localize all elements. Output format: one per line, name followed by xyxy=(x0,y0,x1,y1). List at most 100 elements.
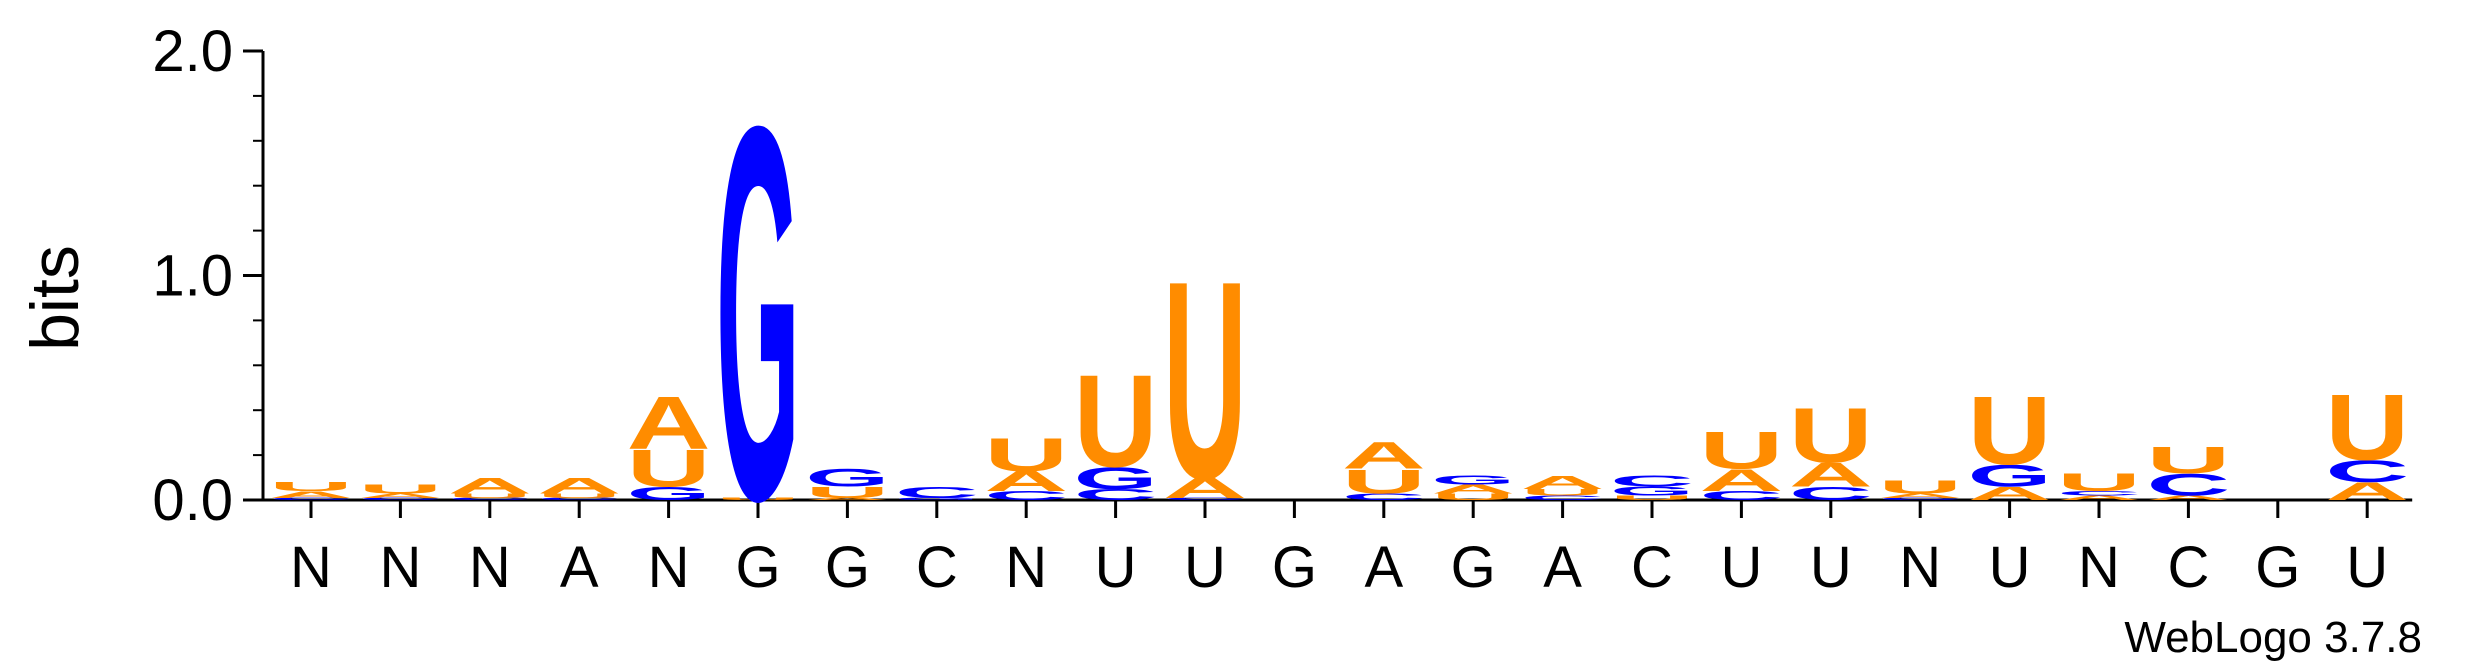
logo-letter-c: C xyxy=(1074,486,1158,504)
logo-letter-a: A xyxy=(1431,482,1515,496)
logo-letter-u: U xyxy=(1074,347,1158,495)
logo-letter-a: A xyxy=(2057,494,2141,501)
logo-letter-a: A xyxy=(537,474,621,499)
logo-letter-u: U xyxy=(627,438,711,498)
logo-column: UAG xyxy=(1431,473,1515,502)
logo-letter-a: A xyxy=(805,497,889,501)
logo-letter-u: U xyxy=(1699,420,1783,480)
x-tick-label: A xyxy=(1364,535,1403,600)
logo-letter-c: C xyxy=(984,489,1068,503)
x-tick-label: N xyxy=(469,535,511,600)
x-tick-label: A xyxy=(1543,535,1582,600)
logo-letter-c: C xyxy=(1342,492,1426,502)
x-tick-label: G xyxy=(825,535,870,600)
x-tick-label: G xyxy=(1451,535,1496,600)
x-tick-label: N xyxy=(1899,535,1941,600)
logo-letter-c: C xyxy=(2057,490,2141,497)
logo-column: GUA xyxy=(627,380,711,504)
logo-letter-u: U xyxy=(805,484,889,502)
logo-column: AUG xyxy=(805,464,889,501)
logo-letter-g: G xyxy=(1610,484,1694,498)
logo-letter-u: U xyxy=(2146,440,2230,482)
logo-letter-a: A xyxy=(1968,483,2052,504)
logo-letter-g: G xyxy=(895,497,979,501)
y-tick-label: 0.0 xyxy=(152,468,233,533)
logo-letter-c: C xyxy=(448,497,532,501)
logo-column: CAU xyxy=(269,480,353,501)
x-tick-label: U xyxy=(1184,535,1226,600)
logo-column: CUA xyxy=(1521,472,1605,501)
x-tick-label: C xyxy=(916,535,958,600)
logo-letter-c: C xyxy=(1699,489,1783,503)
logo-letter-u: U xyxy=(1789,392,1873,479)
logo-column: ACU xyxy=(2146,440,2230,503)
logo-column: GC xyxy=(895,484,979,502)
x-tick-label: U xyxy=(1095,535,1137,600)
logo-column: CAU xyxy=(1699,420,1783,503)
logo-column: UG xyxy=(716,17,800,612)
logo-letter-a: A xyxy=(2325,478,2409,506)
logo-letter-a: A xyxy=(1878,492,1962,499)
logo-letter-g: G xyxy=(1074,460,1158,495)
logo-letter-u: U xyxy=(1342,462,1426,501)
weblogo-credit: WebLogo 3.7.8 xyxy=(2124,613,2422,662)
x-tick-label: G xyxy=(735,535,780,600)
logo-column: CGU xyxy=(1074,347,1158,504)
x-tick-label: C xyxy=(1631,535,1673,600)
logo-letter-u: U xyxy=(1610,494,1694,501)
logo-column: CAU xyxy=(1163,222,1247,538)
y-tick-label: 2.0 xyxy=(152,19,233,84)
logo-letter-u: U xyxy=(716,497,800,501)
logo-column: CUA xyxy=(1342,435,1426,502)
logo-letter-g: G xyxy=(716,17,800,612)
logo-column: CAU xyxy=(1789,392,1873,504)
logo-letter-c: C xyxy=(537,497,621,501)
logo-letter-u: U xyxy=(537,492,621,499)
x-tick-label: N xyxy=(290,535,332,600)
logo-letter-a: A xyxy=(269,489,353,499)
logo-column: ACU xyxy=(2325,374,2409,505)
logo-column: CAU xyxy=(358,482,442,501)
logo-letter-a: A xyxy=(1789,455,1873,494)
x-tick-label: G xyxy=(1272,535,1317,600)
x-tick-label: N xyxy=(648,535,690,600)
x-tick-label: A xyxy=(560,535,599,600)
logo-letter-u: U xyxy=(1521,487,1605,497)
logo-column: CUA xyxy=(537,474,621,501)
y-axis-title: bits xyxy=(17,245,93,351)
logo-letter-g: G xyxy=(1431,473,1515,487)
logo-column: AGU xyxy=(1968,376,2052,504)
x-tick-label: U xyxy=(1810,535,1852,600)
logo-letter-c: C xyxy=(1521,494,1605,501)
logo-letter-c: C xyxy=(269,497,353,501)
x-tick-label: G xyxy=(2255,535,2300,600)
logo-letter-c: C xyxy=(1878,497,1962,501)
logo-letter-u: U xyxy=(1431,492,1515,502)
logo-letter-g: G xyxy=(627,483,711,504)
logo-letter-c: C xyxy=(1610,473,1694,491)
logo-letter-a: A xyxy=(1699,463,1783,498)
logo-letter-u: U xyxy=(269,480,353,494)
x-tick-label: U xyxy=(2346,535,2388,600)
logo-letter-a: A xyxy=(1342,435,1426,477)
logo-column: UGC xyxy=(1610,473,1694,502)
logo-letter-c: C xyxy=(1163,497,1247,501)
x-tick-label: N xyxy=(2078,535,2120,600)
logo-column: ACU xyxy=(2057,469,2141,502)
logo-letter-u: U xyxy=(1163,222,1247,538)
logo-letter-a: A xyxy=(448,474,532,499)
logo-letter-a: A xyxy=(358,492,442,499)
x-tick-label: C xyxy=(2167,535,2209,600)
x-tick-label: N xyxy=(379,535,421,600)
logo-letter-u: U xyxy=(2325,374,2409,480)
logo-letter-u: U xyxy=(2057,469,2141,497)
logo-letter-u: U xyxy=(984,428,1068,481)
logo-letter-g: G xyxy=(1968,458,2052,493)
logo-letter-u: U xyxy=(1878,477,1962,498)
logo-letter-c: C xyxy=(895,484,979,502)
x-tick-label: N xyxy=(1005,535,1047,600)
logo-letter-a: A xyxy=(2146,494,2230,501)
logo-letter-u: U xyxy=(358,482,442,496)
